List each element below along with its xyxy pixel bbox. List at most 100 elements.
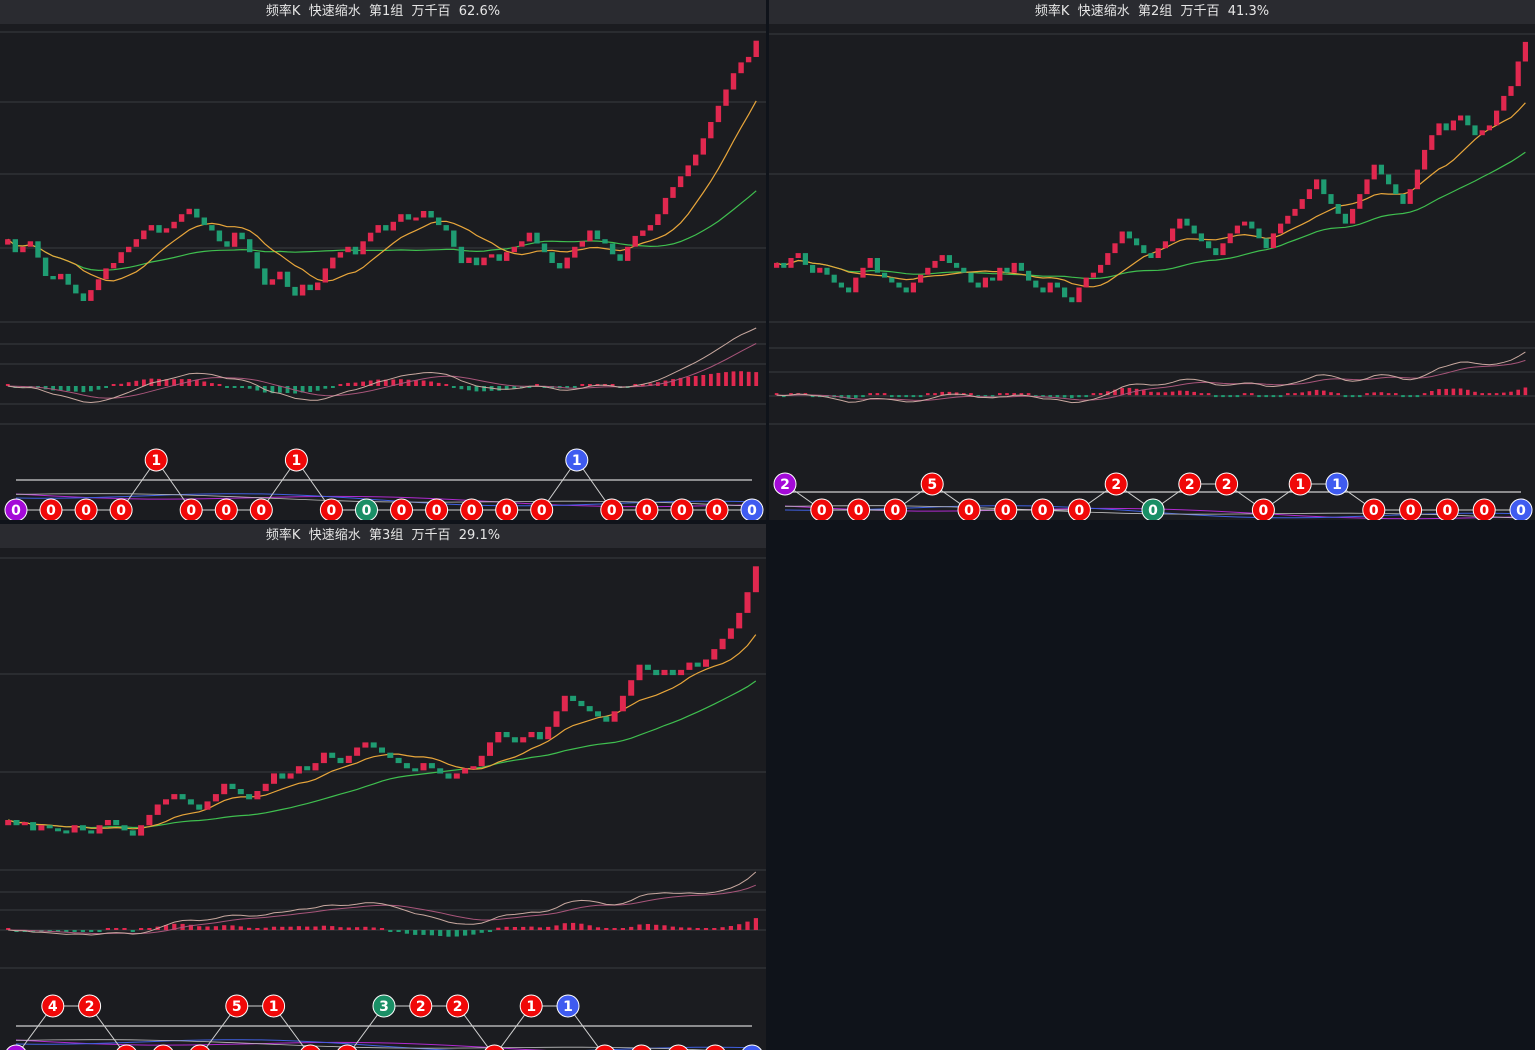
badge-circle: [1067, 498, 1091, 520]
macd-bar: [126, 382, 131, 386]
macd-bar: [693, 376, 698, 386]
candle: [1263, 238, 1269, 249]
macd-bar: [313, 926, 318, 930]
candle: [1054, 282, 1060, 288]
macd-bar: [897, 395, 901, 398]
macd-bar: [163, 925, 169, 930]
candle: [277, 271, 283, 280]
candle: [320, 752, 327, 764]
badge-circle: [556, 994, 580, 1018]
candle: [1414, 169, 1420, 190]
candle: [644, 664, 651, 670]
macd-bar: [1012, 393, 1016, 396]
candle: [1522, 41, 1528, 62]
candle: [670, 187, 676, 198]
badge-circle: [6, 1044, 26, 1050]
macd-bar: [1070, 395, 1074, 399]
macd-bar: [55, 930, 61, 932]
candle: [96, 825, 103, 834]
candle: [337, 252, 344, 258]
candle: [345, 755, 352, 763]
macd-bar: [720, 927, 725, 930]
macd-bar: [1379, 392, 1384, 396]
macd-bar: [1458, 388, 1463, 396]
candle: [201, 217, 207, 226]
signal-badge: 0: [670, 498, 694, 520]
macd-bar: [687, 927, 692, 930]
signal-badge: 0: [1399, 498, 1423, 520]
macd-bar: [1386, 393, 1391, 396]
macd-bar: [1185, 390, 1189, 396]
badge-value: 0: [1038, 503, 1048, 519]
dea-line: [776, 359, 1526, 401]
candle: [553, 711, 560, 727]
badge-circle: [631, 1044, 652, 1050]
candle: [594, 230, 601, 240]
candle: [292, 286, 298, 296]
candle: [1213, 248, 1219, 256]
candle: [1422, 149, 1428, 170]
badge-circle: [409, 994, 433, 1018]
candle: [954, 262, 960, 268]
macd-bar: [147, 928, 152, 930]
candle: [781, 262, 787, 268]
candle: [719, 638, 726, 650]
macd-bar: [739, 371, 743, 386]
candle: [5, 820, 12, 826]
candle: [30, 822, 37, 831]
signal-badge: 2: [773, 472, 797, 496]
candle: [1350, 208, 1356, 224]
badge-circle: [372, 994, 396, 1018]
candle: [104, 820, 111, 826]
macd-bar: [1048, 395, 1052, 398]
candle: [677, 176, 684, 188]
badge-value: 2: [1111, 477, 1121, 493]
signal-badge: 0: [994, 498, 1018, 520]
candle: [287, 773, 294, 779]
macd-bar: [640, 384, 645, 386]
badge-value: 1: [526, 999, 536, 1015]
candle: [304, 766, 311, 771]
macd-bar: [399, 379, 403, 386]
macd-bar: [1358, 395, 1362, 398]
candle: [398, 214, 404, 222]
candle: [572, 246, 578, 258]
macd-bar: [521, 926, 526, 930]
candle: [95, 279, 102, 291]
macd-bar: [933, 393, 937, 396]
candle: [519, 241, 525, 247]
candle: [1292, 208, 1298, 216]
macd-bar: [1336, 393, 1340, 396]
candle: [329, 752, 336, 758]
badge-circle: [994, 498, 1018, 520]
signal-badge: 1: [556, 994, 580, 1018]
candle: [71, 825, 78, 833]
signal-badge: 0: [1141, 498, 1165, 520]
chart-panel-group-2[interactable]: 频率K 快速缩水 第2组 万千百 41.3% 2 0 0 0 5 0 0 0 0 2 0 2 2 0 1 1 0…: [769, 0, 1535, 520]
candle: [495, 732, 502, 743]
macd-bar: [746, 371, 751, 386]
panel-title: 频率K 快速缩水 第1组 万千百 62.6%: [0, 0, 766, 24]
signal-badge: 3: [372, 994, 396, 1018]
chart-canvas-group-1: 0 0 0 0 1 0 0 0 1 0 0 0 0 0 0 0 1 0 0 0 0 0: [0, 31, 766, 520]
macd-bar: [119, 383, 124, 386]
badge-circle: [1399, 498, 1423, 520]
chart-panel-group-3[interactable]: 频率K 快速缩水 第3组 万千百 29.1% 04200051003220110…: [0, 524, 766, 1050]
macd-bar: [270, 386, 275, 394]
macd-bar: [247, 386, 252, 389]
macd-bar: [633, 384, 638, 386]
macd-bar: [1401, 395, 1405, 398]
macd-bar: [1055, 395, 1060, 398]
candle: [1083, 277, 1089, 288]
macd-bar: [1293, 393, 1297, 396]
macd-bar: [1502, 392, 1506, 396]
macd-bar: [66, 386, 71, 391]
macd-bar: [496, 927, 501, 930]
candle: [1076, 287, 1082, 303]
badge-value: 2: [85, 999, 95, 1015]
signal-badge: 0: [249, 498, 273, 520]
candle: [35, 241, 41, 258]
macd-bar: [446, 930, 451, 937]
chart-panel-group-1[interactable]: 频率K 快速缩水 第1组 万千百 62.6% 0 0 0 0 1 0 0 0 1 0 0 0 0 0 0 0 1…: [0, 0, 766, 520]
macd-bar: [142, 379, 146, 386]
